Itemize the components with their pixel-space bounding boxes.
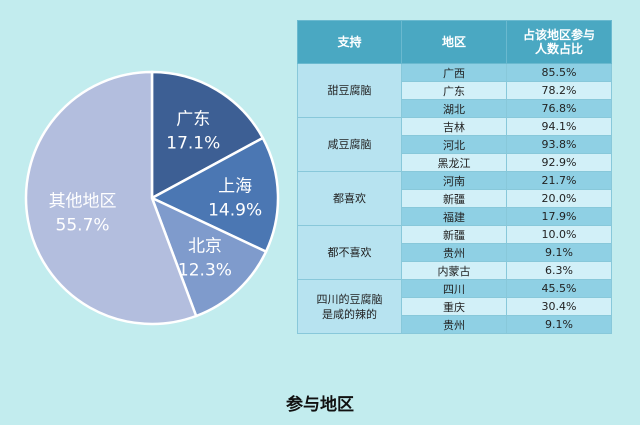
header-share: 占该地区参与 人数占比 — [506, 20, 612, 64]
region-cell: 新疆 — [401, 225, 507, 244]
region-cell: 湖北 — [401, 99, 507, 118]
table-row: 河北 93.8% — [298, 135, 612, 154]
region-cell: 河北 — [401, 135, 507, 154]
percent-cell: 45.5% — [506, 279, 612, 298]
group-label: 都喜欢 — [297, 171, 402, 226]
percent-cell: 10.0% — [506, 225, 612, 244]
percent-cell: 93.8% — [506, 135, 612, 154]
group-label: 四川的豆腐脑 是咸的辣的 — [297, 279, 402, 334]
group-label: 甜豆腐脑 — [297, 63, 402, 118]
percent-cell: 20.0% — [506, 189, 612, 208]
table-row: 四川的豆腐脑 是咸的辣的 四川 45.5% — [297, 279, 612, 334]
region-cell: 贵州 — [401, 315, 507, 334]
percent-cell: 21.7% — [506, 171, 612, 190]
table-row: 都喜欢 河南 21.7% — [297, 171, 612, 226]
slice-value-label: 14.9% — [208, 201, 262, 221]
chart-caption: 参与地区 — [286, 395, 354, 415]
percent-cell: 85.5% — [506, 63, 612, 82]
table-header-row: 支持 地区 占该地区参与 人数占比 — [297, 20, 612, 64]
region-cell: 贵州 — [401, 243, 507, 262]
header-support: 支持 — [297, 20, 402, 64]
header-region: 地区 — [401, 20, 507, 64]
slice-label: 其他地区 — [49, 192, 117, 212]
region-cell: 重庆 — [401, 297, 507, 316]
slice-label: 北京 — [188, 236, 222, 256]
pie-slice — [150, 70, 265, 201]
slice-value-label: 12.3% — [178, 260, 232, 280]
region-table: 支持 地区 占该地区参与 人数占比 甜豆腐脑 广西 85.5% 广东 78.2% 湖北 76… — [297, 20, 612, 334]
table-row: 黑龙江 92.9% — [298, 153, 612, 172]
table-row: 咸豆腐脑 吉林 94.1% — [297, 117, 612, 172]
group-label-line: 四川的豆腐脑 — [316, 292, 383, 306]
group-label-line: 咸豆腐脑 — [327, 138, 372, 151]
table-row: 内蒙古 6.3% — [298, 261, 612, 280]
region-cell: 吉林 — [401, 117, 507, 136]
region-cell: 黑龙江 — [401, 153, 507, 172]
percent-cell: 94.1% — [506, 117, 612, 136]
percent-cell: 78.2% — [506, 81, 612, 100]
table-row: 甜豆腐脑 广西 85.5% — [297, 63, 612, 118]
percent-cell: 92.9% — [506, 153, 612, 172]
region-cell: 河南 — [401, 171, 507, 190]
table-row: 重庆 30.4% — [298, 297, 612, 316]
pie-slice — [24, 70, 198, 326]
percent-cell: 9.1% — [506, 315, 612, 334]
percent-cell: 30.4% — [506, 297, 612, 316]
group-label-line: 甜豆腐脑 — [327, 84, 372, 97]
group-label: 都不喜欢 — [297, 225, 402, 280]
header-share-line1: 占该地区参与 — [522, 28, 595, 42]
header-share-line2: 人数占比 — [534, 42, 583, 56]
region-cell: 新疆 — [401, 189, 507, 208]
group-label-line: 都不喜欢 — [327, 246, 372, 259]
group-label-line: 都喜欢 — [333, 192, 366, 205]
group-label: 咸豆腐脑 — [297, 117, 402, 172]
slice-label: 广东 — [176, 110, 210, 130]
region-cell: 四川 — [401, 279, 507, 298]
slice-value-label: 17.1% — [166, 134, 220, 154]
percent-cell: 6.3% — [506, 261, 612, 280]
region-cell: 广西 — [401, 63, 507, 82]
table-row: 贵州 9.1% — [298, 315, 612, 334]
region-cell: 内蒙古 — [401, 261, 507, 280]
slice-value-label: 55.7% — [56, 216, 110, 236]
percent-cell: 9.1% — [506, 243, 612, 262]
pie-slice — [149, 195, 268, 318]
region-cell: 广东 — [401, 81, 507, 100]
group-label-line: 是咸的辣的 — [322, 307, 377, 321]
pie-chart: 广东 17.1% 上海 14.9% 北京 12.3% 其他地区 55.7% — [0, 0, 300, 340]
percent-cell: 17.9% — [506, 207, 612, 226]
region-cell: 福建 — [401, 207, 507, 226]
pie-chart-svg: 广东 17.1% 上海 14.9% 北京 12.3% 其他地区 55.7% — [24, 70, 280, 326]
percent-cell: 76.8% — [506, 99, 612, 118]
pie-slice — [149, 136, 280, 254]
table-row: 都不喜欢 新疆 10.0% — [297, 225, 612, 280]
slice-label: 上海 — [218, 177, 252, 197]
